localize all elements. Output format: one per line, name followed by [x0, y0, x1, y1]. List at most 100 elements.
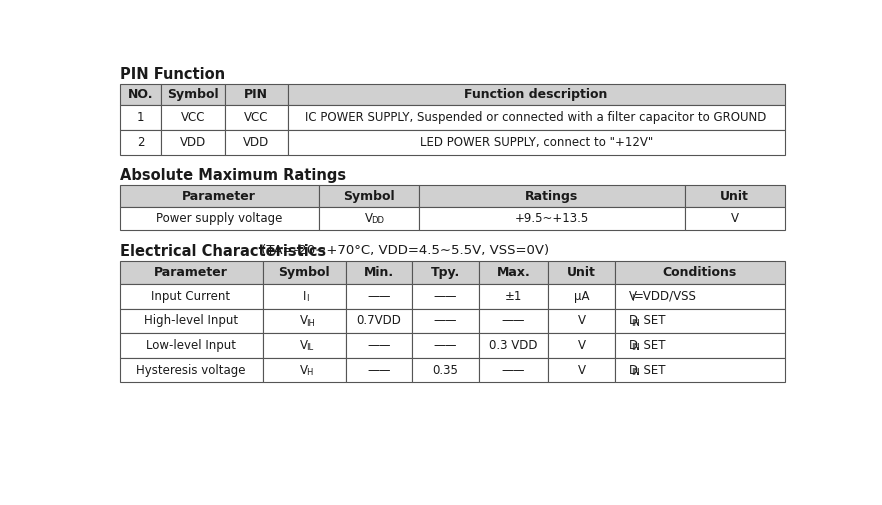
Bar [412, 284, 479, 309]
Bar [161, 84, 225, 105]
Text: Electrical Characteristics: Electrical Characteristics [120, 244, 325, 259]
Bar [161, 130, 225, 155]
Bar [263, 261, 346, 284]
Bar [549, 261, 615, 284]
Bar [263, 284, 346, 309]
Text: NO.: NO. [128, 88, 153, 101]
Text: IN: IN [632, 343, 640, 352]
Text: Max.: Max. [497, 266, 530, 279]
Text: LED POWER SUPPLY, connect to "+12V": LED POWER SUPPLY, connect to "+12V" [420, 136, 653, 148]
Bar [288, 130, 784, 155]
Bar [319, 185, 419, 207]
Bar [346, 333, 412, 358]
Bar [479, 261, 549, 284]
Text: IL: IL [307, 343, 314, 352]
Text: Low-level Input: Low-level Input [146, 339, 236, 352]
Text: Function description: Function description [465, 88, 608, 101]
Text: 0.7VDD: 0.7VDD [356, 314, 401, 327]
Text: I: I [307, 294, 309, 303]
Bar [549, 333, 615, 358]
Text: Input Current: Input Current [152, 290, 230, 302]
Text: D: D [629, 314, 638, 327]
Bar [419, 207, 684, 230]
Bar [479, 333, 549, 358]
Text: Symbol: Symbol [278, 266, 330, 279]
Bar [549, 309, 615, 333]
Text: IN: IN [632, 319, 640, 328]
Bar [120, 358, 263, 382]
Bar [263, 333, 346, 358]
Text: VDD: VDD [243, 136, 269, 148]
Text: +9.5~+13.5: +9.5~+13.5 [514, 212, 589, 225]
Text: I: I [632, 294, 634, 303]
Text: V: V [300, 314, 308, 327]
Bar [684, 185, 784, 207]
Text: , SET: , SET [636, 314, 666, 327]
Bar [479, 284, 549, 309]
Bar [346, 284, 412, 309]
Bar [225, 130, 288, 155]
Bar [225, 84, 288, 105]
Text: ——: —— [434, 339, 457, 352]
Bar [120, 309, 263, 333]
Bar [120, 185, 319, 207]
Text: Parameter: Parameter [183, 189, 257, 203]
Text: 0.3 VDD: 0.3 VDD [490, 339, 538, 352]
Bar [549, 284, 615, 309]
Text: V: V [578, 339, 586, 352]
Bar [225, 105, 288, 130]
Text: High-level Input: High-level Input [144, 314, 238, 327]
Text: ——: —— [434, 290, 457, 302]
Text: VCC: VCC [181, 111, 206, 124]
Text: μA: μA [574, 290, 589, 302]
Text: Symbol: Symbol [343, 189, 395, 203]
Text: I: I [303, 290, 306, 302]
Bar [549, 358, 615, 382]
Bar [120, 130, 161, 155]
Text: Hysteresis voltage: Hysteresis voltage [137, 364, 246, 377]
Text: VCC: VCC [244, 111, 268, 124]
Text: =VDD/VSS: =VDD/VSS [634, 290, 697, 302]
Bar [412, 261, 479, 284]
Text: V: V [629, 290, 637, 302]
Text: ——: —— [502, 364, 526, 377]
Text: 1: 1 [137, 111, 145, 124]
Text: ——: —— [434, 314, 457, 327]
Bar [288, 84, 784, 105]
Bar [615, 309, 784, 333]
Bar [346, 309, 412, 333]
Bar [419, 185, 684, 207]
Text: 2: 2 [137, 136, 145, 148]
Text: H: H [307, 368, 313, 377]
Text: , SET: , SET [636, 339, 666, 352]
Text: V: V [300, 364, 308, 377]
Text: PIN Function: PIN Function [120, 67, 225, 82]
Text: Unit: Unit [721, 189, 749, 203]
Bar [263, 358, 346, 382]
Text: DD: DD [371, 216, 385, 225]
Text: V: V [730, 212, 738, 225]
Bar [346, 261, 412, 284]
Text: ——: —— [502, 314, 526, 327]
Text: Parameter: Parameter [154, 266, 228, 279]
Bar [120, 261, 263, 284]
Bar [479, 358, 549, 382]
Text: Unit: Unit [567, 266, 596, 279]
Text: Symbol: Symbol [168, 88, 219, 101]
Text: V: V [578, 364, 586, 377]
Text: Tpy.: Tpy. [430, 266, 460, 279]
Text: V: V [578, 314, 586, 327]
Bar [479, 309, 549, 333]
Text: Power supply voltage: Power supply voltage [156, 212, 282, 225]
Text: IH: IH [307, 319, 316, 328]
Bar [120, 105, 161, 130]
Text: Absolute Maximum Ratings: Absolute Maximum Ratings [120, 168, 346, 183]
Text: (TA=-20∼+70°C, VDD=4.5∼5.5V, VSS=0V): (TA=-20∼+70°C, VDD=4.5∼5.5V, VSS=0V) [257, 244, 549, 257]
Bar [288, 105, 784, 130]
Bar [615, 284, 784, 309]
Bar [615, 358, 784, 382]
Text: , SET: , SET [636, 364, 666, 377]
Text: Ratings: Ratings [525, 189, 579, 203]
Text: PIN: PIN [244, 88, 268, 101]
Bar [412, 309, 479, 333]
